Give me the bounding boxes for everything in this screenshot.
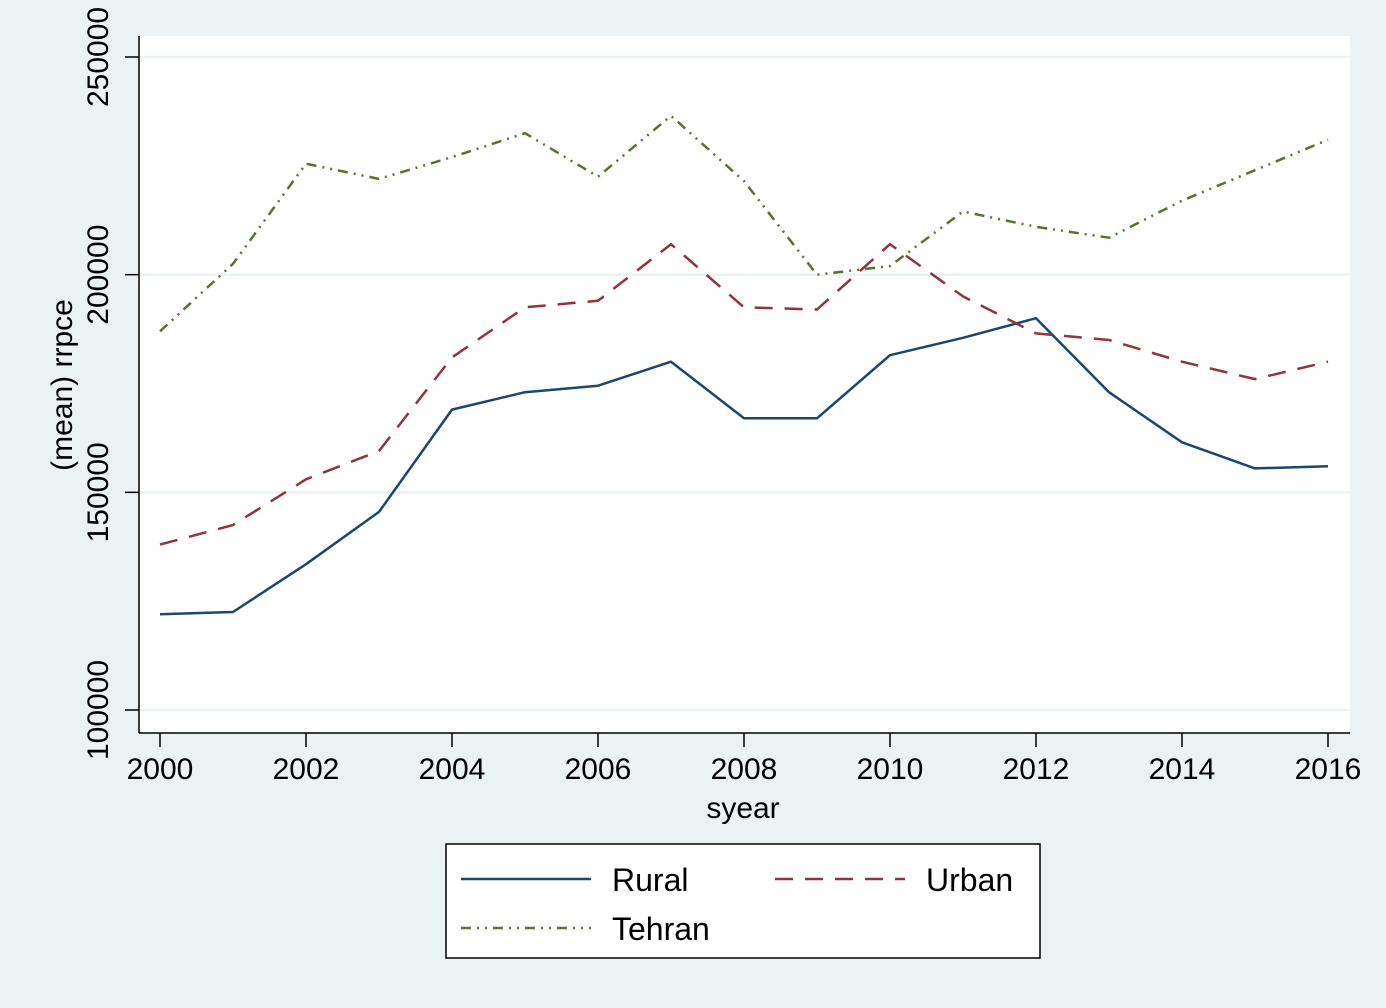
gridlines xyxy=(139,55,1350,712)
series-line-tehran xyxy=(159,114,1329,333)
legend: Rural Urban Tehran xyxy=(461,862,1013,947)
series-line-urban xyxy=(159,242,1329,546)
legend-label-rural: Rural xyxy=(612,862,688,898)
y-tick-label: 150000 xyxy=(82,442,115,542)
x-tick-label: 2016 xyxy=(1295,753,1362,786)
y-tick-label: 100000 xyxy=(82,660,115,760)
series-line-rural xyxy=(159,316,1329,616)
x-tick-label: 2002 xyxy=(273,753,340,786)
y-tick-label: 200000 xyxy=(82,225,115,325)
x-tick-label: 2006 xyxy=(565,753,632,786)
x-tick-label: 2010 xyxy=(857,753,924,786)
x-tick-label: 2008 xyxy=(711,753,778,786)
x-tick-label: 2004 xyxy=(419,753,486,786)
legend-label-tehran: Tehran xyxy=(612,911,710,947)
x-tick-label: 2014 xyxy=(1149,753,1216,786)
legend-box xyxy=(445,843,1041,959)
x-tick-label: 2012 xyxy=(1003,753,1070,786)
y-tick-label: 250000 xyxy=(82,7,115,107)
plot-area xyxy=(139,36,1350,733)
legend-label-urban: Urban xyxy=(926,862,1013,898)
y-axis-label: (mean) rrpce xyxy=(46,299,79,471)
y-axis-ticks: 100000 150000 200000 250000 xyxy=(82,7,139,760)
x-axis-ticks: 2000 2002 2004 2006 2008 2010 2012 2014 2016 xyxy=(127,733,1362,786)
x-tick-label: 2000 xyxy=(127,753,194,786)
series-group xyxy=(159,114,1329,616)
x-axis-label: syear xyxy=(706,792,779,825)
